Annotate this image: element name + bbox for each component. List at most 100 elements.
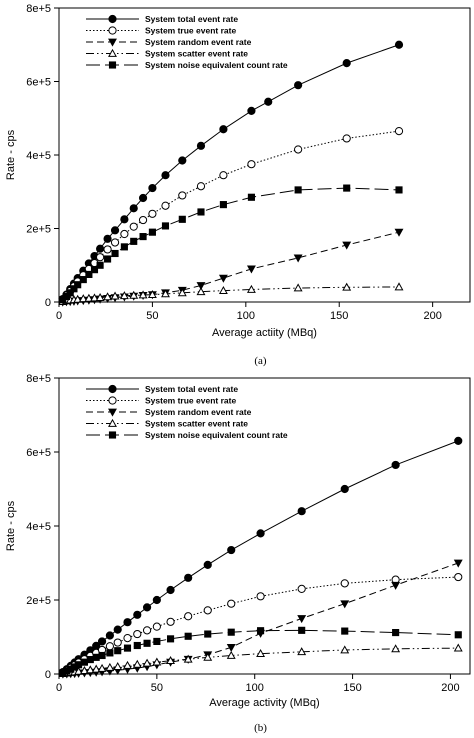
data-point: [178, 191, 187, 200]
data-point: [340, 600, 350, 609]
data-point: [120, 229, 129, 239]
series-line: [62, 647, 459, 675]
data-point: [219, 125, 228, 134]
data-point: [203, 606, 212, 615]
data-point: [294, 186, 302, 194]
data-point: [62, 292, 71, 301]
data-point: [294, 145, 303, 154]
data-point: [90, 293, 99, 302]
data-point: [79, 276, 87, 284]
data-point: [129, 222, 138, 231]
data-point: [161, 201, 170, 210]
data-point: [85, 270, 93, 278]
data-point: [105, 642, 114, 651]
data-point: [74, 281, 82, 289]
data-point: [85, 665, 95, 674]
data-point: [340, 579, 349, 588]
data-point: [394, 282, 404, 291]
y-tick-label: 2e+5: [26, 224, 51, 236]
data-point: [454, 572, 463, 582]
data-point: [103, 234, 112, 243]
legend-label: System noise equivalent count rate: [145, 60, 288, 70]
data-point: [148, 209, 157, 218]
data-point: [166, 656, 176, 665]
y-tick-label: 2e+5: [26, 595, 51, 607]
data-point: [340, 484, 349, 494]
data-point: [103, 292, 113, 301]
data-point: [196, 182, 206, 191]
data-point: [147, 290, 157, 299]
data-point: [119, 291, 129, 300]
data-point: [340, 645, 350, 654]
data-point: [166, 635, 175, 643]
data-point: [391, 644, 401, 653]
data-point: [196, 287, 206, 296]
data-point: [247, 160, 256, 169]
data-point: [132, 659, 142, 668]
data-point: [257, 627, 265, 635]
data-point: [166, 617, 175, 626]
data-point: [161, 289, 170, 298]
data-point: [204, 630, 212, 638]
data-point: [298, 626, 306, 634]
data-point: [110, 291, 120, 300]
data-point: [184, 573, 193, 582]
data-point: [84, 293, 94, 302]
legend-marker: [108, 26, 117, 35]
x-tick-label: 0: [56, 310, 62, 322]
data-point: [106, 649, 114, 657]
legend-label: System scatter event rate: [145, 419, 248, 429]
data-point: [454, 631, 462, 639]
data-point: [293, 254, 303, 263]
panel-caption: (a): [254, 355, 267, 367]
data-point: [73, 294, 83, 303]
data-point: [392, 629, 400, 637]
data-point: [256, 592, 265, 601]
data-point: [453, 559, 463, 568]
x-tick-label: 200: [423, 310, 441, 322]
data-point: [218, 285, 228, 294]
legend-marker: [108, 408, 117, 417]
data-point: [79, 666, 89, 675]
data-point: [342, 282, 352, 291]
x-tick-label: 50: [151, 682, 163, 694]
data-point: [152, 595, 161, 605]
x-tick-label: 100: [237, 310, 255, 322]
data-point: [219, 171, 228, 180]
data-point: [96, 244, 105, 253]
legend-marker: [108, 384, 117, 394]
x-tick-label: 150: [330, 310, 348, 322]
data-point: [92, 653, 100, 661]
data-point: [247, 106, 256, 116]
data-point: [152, 622, 161, 631]
x-tick-label: 100: [246, 682, 264, 694]
data-point: [138, 193, 148, 203]
data-point: [297, 507, 306, 516]
data-point: [90, 266, 99, 274]
data-point: [96, 261, 104, 269]
data-point: [113, 638, 122, 647]
data-point: [297, 615, 307, 624]
data-point: [110, 238, 120, 247]
y-axis-label: Rate - cps: [5, 500, 17, 551]
data-point: [227, 545, 236, 555]
data-point: [219, 201, 227, 209]
data-point: [138, 215, 148, 225]
x-tick-label: 50: [146, 310, 158, 322]
data-point: [74, 666, 84, 675]
data-point: [133, 641, 141, 650]
data-point: [113, 661, 123, 670]
series-line: [62, 629, 459, 674]
data-point: [113, 625, 122, 634]
data-point: [148, 183, 157, 193]
legend-label: System true event rate: [145, 396, 236, 406]
y-tick-label: 6e+5: [26, 447, 51, 459]
data-point: [75, 661, 83, 669]
data-point: [98, 651, 106, 660]
data-point: [247, 193, 255, 201]
data-point: [203, 652, 213, 661]
data-point: [123, 618, 132, 627]
data-point: [178, 215, 186, 223]
data-point: [453, 643, 463, 652]
